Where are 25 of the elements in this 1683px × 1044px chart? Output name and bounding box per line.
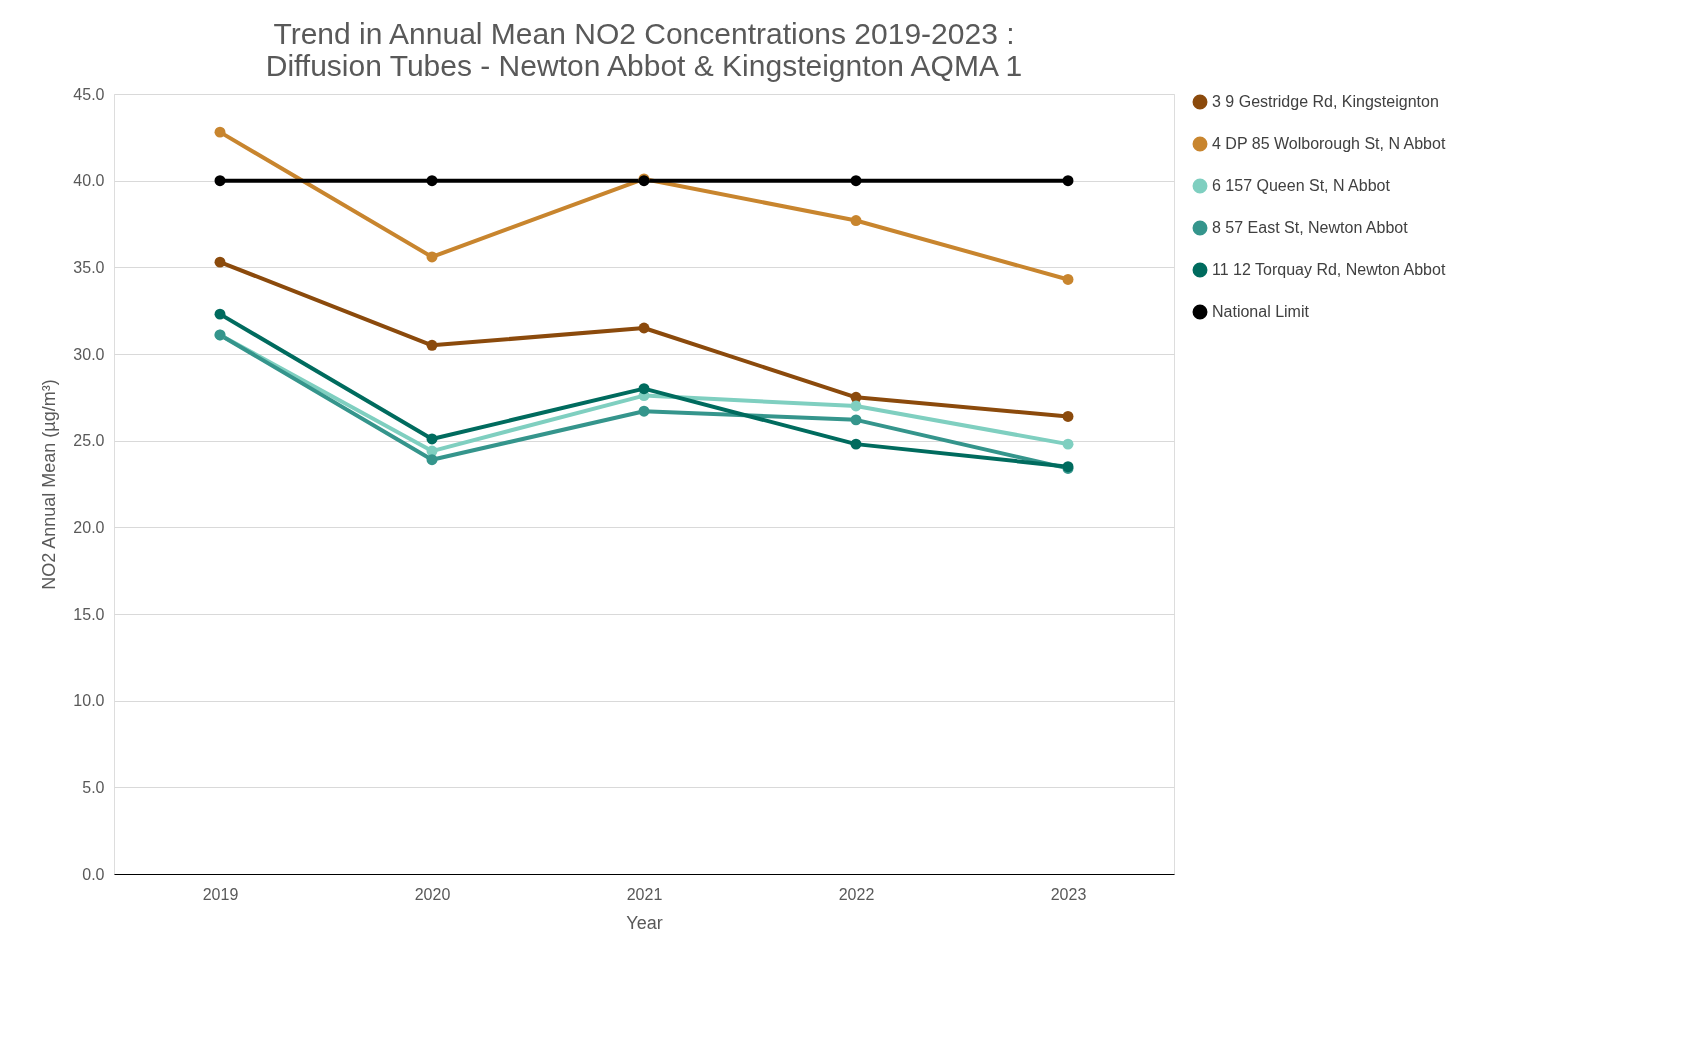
y-tick-label: 10.0 bbox=[73, 692, 105, 710]
legend-label: National Limit bbox=[1212, 303, 1310, 320]
legend-label: 6 157 Queen St, N Abbot bbox=[1212, 177, 1391, 194]
y-tick-label: 35.0 bbox=[73, 258, 105, 276]
y-tick-label: 0.0 bbox=[82, 865, 105, 883]
legend-label: 3 9 Gestridge Rd, Kingsteignton bbox=[1212, 93, 1439, 110]
x-axis-title: Year bbox=[626, 912, 663, 933]
text: Diffusion Tubes - Newton Abbot & Kingsteignton AQMA 1 bbox=[265, 49, 1023, 82]
legend-label: 11 12 Torquay Rd, Newton Abbot bbox=[1212, 261, 1446, 278]
x-tick-label: 2022 bbox=[838, 885, 875, 903]
y-tick-label: 20.0 bbox=[73, 518, 105, 536]
x-tick-label: 2021 bbox=[626, 885, 663, 903]
x-tick-label: 2023 bbox=[1050, 885, 1087, 903]
text: Trend in Annual Mean NO2 Concentrations 2019-2023 : bbox=[273, 17, 1015, 50]
legend-label: 8 57 East St, Newton Abbot bbox=[1212, 219, 1409, 236]
legend-label: 4 DP 85 Wolborough St, N Abbot bbox=[1212, 135, 1446, 152]
y-tick-label: 5.0 bbox=[82, 778, 105, 796]
y-axis-title: NO2 Annual Mean (µg/m³) bbox=[39, 379, 60, 590]
y-tick-label: 30.0 bbox=[73, 345, 105, 363]
x-tick-label: 2020 bbox=[414, 885, 451, 903]
x-tick-label: 2019 bbox=[202, 885, 239, 903]
y-tick-label: 45.0 bbox=[73, 85, 105, 103]
y-tick-label: 40.0 bbox=[73, 172, 105, 190]
y-tick-label: 15.0 bbox=[73, 605, 105, 623]
y-tick-label: 25.0 bbox=[73, 432, 105, 450]
